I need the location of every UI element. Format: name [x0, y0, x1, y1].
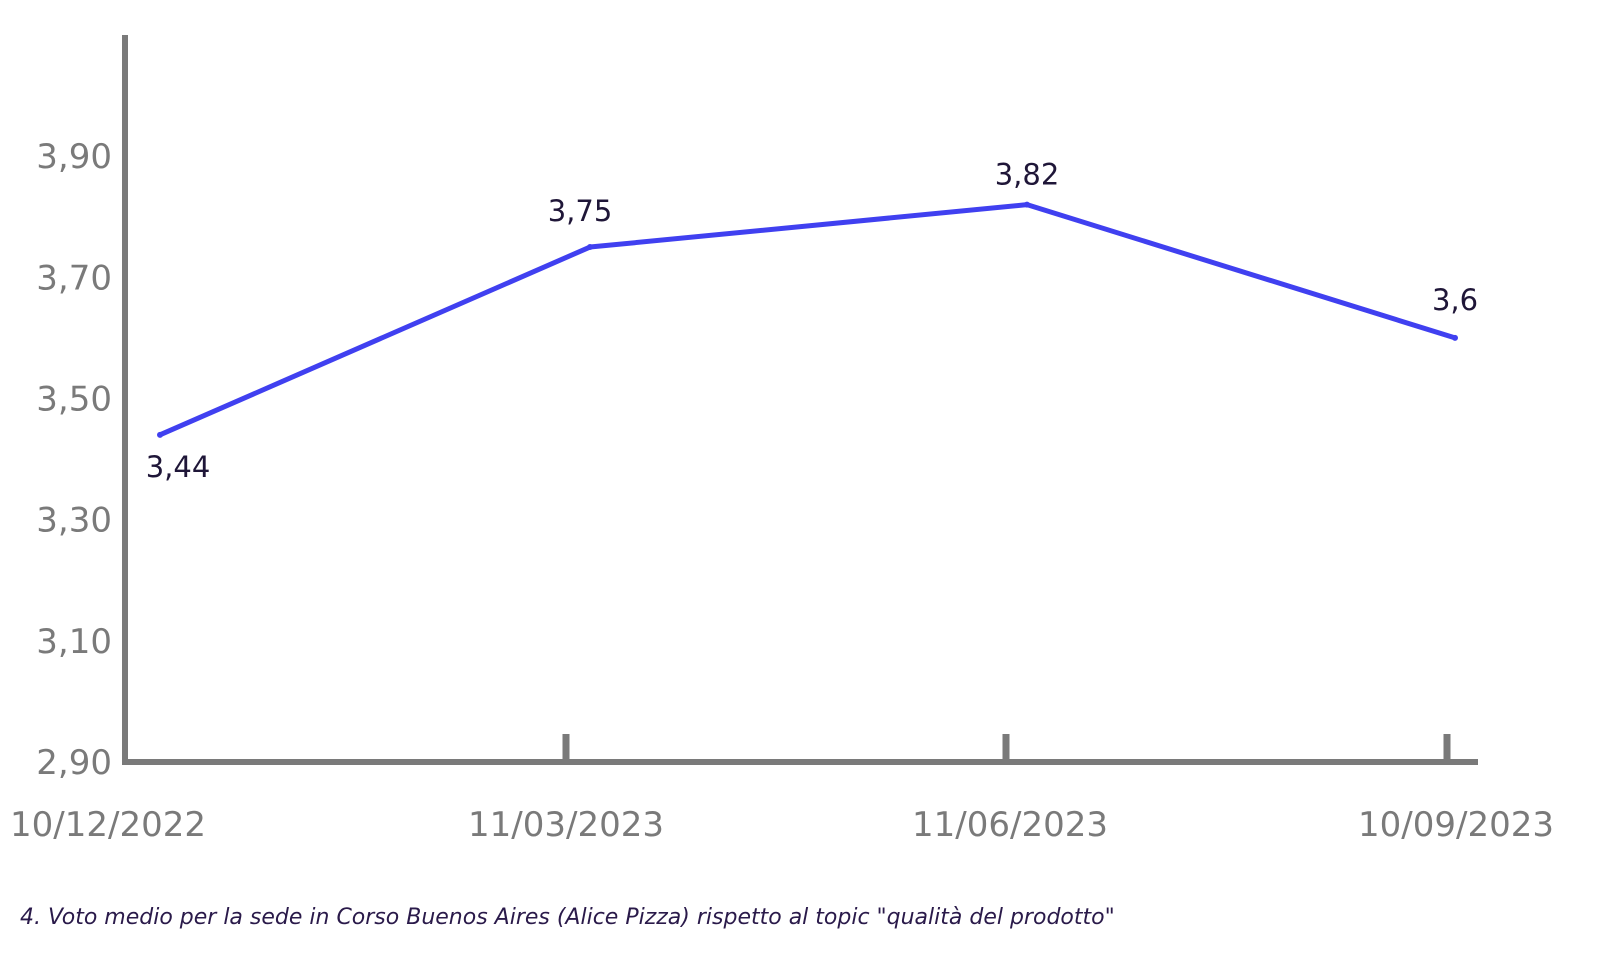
y-tick-label: 3,90: [36, 137, 112, 177]
x-tick-label: 10/09/2023: [1358, 805, 1554, 845]
series-layer: [157, 201, 1458, 438]
line-chart: 2,90 3,10 3,30 3,50 3,70 3,90 10/12/2022 11/03…: [10, 35, 1554, 845]
x-tick-label: 10/12/2022: [10, 805, 206, 845]
y-tick-label: 2,90: [36, 743, 112, 783]
series-line: [157, 202, 1458, 438]
data-label: 3,75: [548, 194, 613, 228]
data-point: [157, 431, 163, 438]
x-tick-label: 11/03/2023: [468, 805, 664, 845]
x-tick-label: 11/06/2023: [912, 805, 1108, 845]
data-label: 3,44: [146, 450, 211, 484]
y-tick-label: 3,50: [36, 380, 112, 420]
y-tick-label: 3,70: [36, 258, 112, 298]
data-point: [1452, 334, 1458, 341]
data-label: 3,6: [1432, 283, 1478, 317]
x-axis-ticks: 10/12/2022 11/03/2023 11/06/2023 10/09/2023: [10, 734, 1554, 845]
y-tick-label: 3,30: [36, 501, 112, 541]
data-point: [587, 244, 593, 251]
data-label: 3,82: [995, 158, 1060, 192]
data-labels: 3,44 3,75 3,82 3,6: [146, 158, 1478, 484]
y-axis-ticks: 2,90 3,10 3,30 3,50 3,70 3,90: [36, 137, 112, 783]
chart-axes: [122, 35, 1478, 765]
y-tick-label: 3,10: [36, 622, 112, 662]
figure-caption: 4. Voto medio per la sede in Corso Bueno…: [20, 905, 1115, 930]
data-point: [1024, 201, 1030, 208]
